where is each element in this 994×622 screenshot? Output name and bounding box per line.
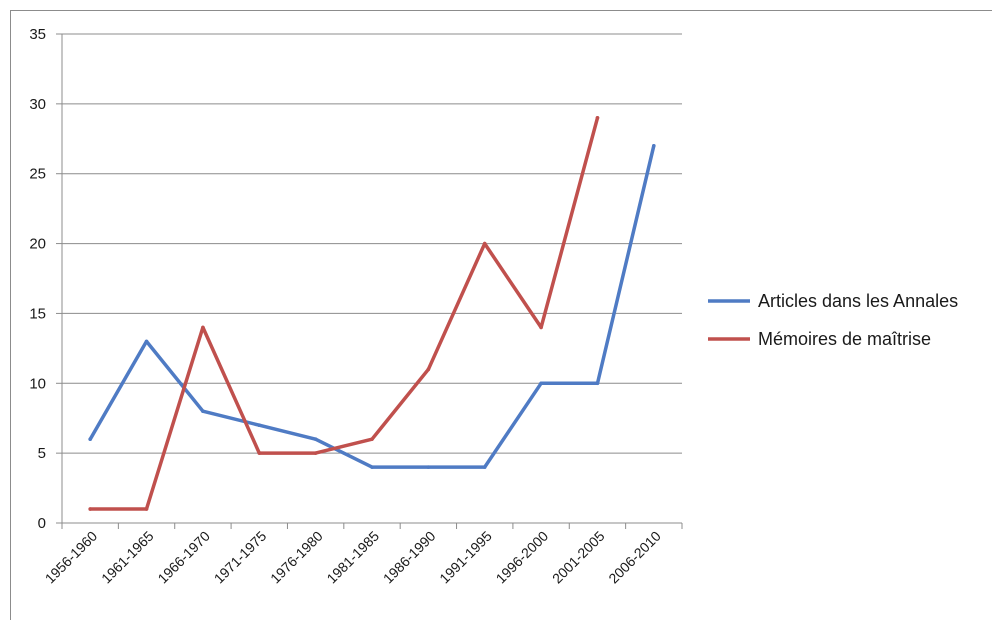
y-tick-label: 30 — [29, 96, 46, 113]
x-tick-label: 1996-2000 — [493, 528, 552, 587]
data-point — [595, 116, 600, 120]
data-point — [313, 451, 318, 455]
x-tick-label: 1961-1965 — [98, 528, 157, 587]
legend-label-1: Articles dans les Annales — [758, 291, 958, 311]
y-tick-label: 10 — [29, 375, 46, 392]
data-point — [426, 367, 431, 372]
data-point — [652, 143, 656, 148]
y-tick-label: 15 — [29, 305, 46, 322]
data-point — [482, 241, 487, 246]
data-point — [539, 381, 543, 386]
data-point — [370, 437, 374, 441]
y-tick-label: 20 — [29, 236, 46, 253]
x-tick-label: 1956-1960 — [42, 528, 101, 587]
data-point — [88, 437, 92, 441]
data-point — [144, 339, 149, 344]
gridlines — [62, 33, 682, 454]
x-tick-label: 2001-2005 — [549, 528, 608, 587]
data-point — [88, 507, 92, 511]
x-tick-label: 1976-1980 — [267, 528, 326, 587]
data-point — [201, 325, 205, 330]
x-tick-label: 1966-1970 — [154, 528, 213, 587]
y-tick-label: 5 — [38, 445, 46, 462]
axes: 0 5 10 15 20 25 30 35 1956-19601961-19651966-197… — [29, 26, 683, 587]
legend-label-2: Mémoires de maîtrise — [758, 329, 931, 349]
data-point — [539, 325, 543, 330]
data-point — [201, 409, 205, 414]
data-point — [426, 465, 431, 469]
x-tick-label: 2006-2010 — [605, 528, 664, 587]
legend: Articles dans les Annales Mémoires de maî… — [708, 291, 958, 349]
series-lines — [88, 116, 656, 511]
data-point — [313, 437, 318, 441]
data-point — [595, 381, 600, 386]
x-tick-label: 1991-1995 — [436, 528, 495, 587]
data-point — [144, 507, 149, 511]
series-line-2 — [88, 116, 600, 511]
data-point — [482, 465, 487, 469]
y-tick-label: 35 — [29, 26, 46, 43]
data-point — [257, 451, 262, 455]
data-point — [257, 423, 262, 428]
data-point — [370, 465, 374, 469]
y-tick-label: 0 — [38, 515, 46, 532]
y-tick-label: 25 — [29, 166, 46, 183]
x-tick-label: 1971-1975 — [211, 528, 270, 587]
x-tick-label: 1986-1990 — [380, 528, 439, 587]
chart-frame — [10, 10, 992, 620]
x-tick-label: 1981-1985 — [323, 528, 382, 587]
